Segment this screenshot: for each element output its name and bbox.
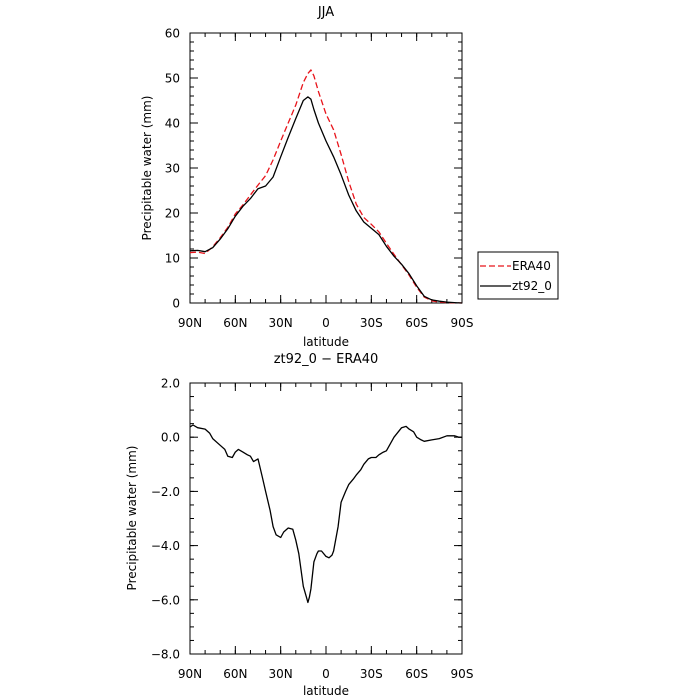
y-tick-label: −4.0: [151, 539, 180, 553]
y-tick-label: −8.0: [151, 648, 180, 662]
y-tick-label: −6.0: [151, 593, 180, 607]
legend-box: [477, 251, 559, 300]
legend-label-zt92: zt92_0: [512, 279, 552, 293]
x-tick-label: 30N: [269, 316, 293, 330]
legend: ERA40 zt92_0: [477, 251, 559, 300]
y-tick-label: 40: [165, 117, 180, 131]
x-tick-label: 30S: [360, 316, 383, 330]
bottom-x-axis-label: latitude: [303, 684, 349, 698]
top-chart-title: JJA: [317, 5, 334, 20]
legend-label-era40: ERA40: [512, 259, 551, 273]
top-axis-ticks: 90N 60N 30N 0 30S 60S 90S 0 10 20 30 40 50 60: [165, 27, 474, 331]
y-tick-label: 50: [165, 72, 180, 86]
x-tick-label: 60N: [223, 316, 247, 330]
bottom-plot-frame: [189, 382, 463, 655]
bottom-panel: zt92_0 − ERA40 90N 60N 30N 0 30S 60S 90S 2.0 0.0…: [125, 352, 473, 698]
x-tick-label: 30S: [360, 667, 383, 681]
y-tick-label: 2.0: [161, 377, 180, 391]
top-y-axis-label: Precipitable water (mm): [140, 96, 154, 241]
x-tick-label: 60N: [223, 667, 247, 681]
x-tick-label: 90N: [178, 316, 202, 330]
series-line-difference: [189, 424, 462, 604]
x-tick-label: 90S: [451, 667, 474, 681]
y-tick-label: 30: [165, 162, 180, 176]
x-tick-label: 60S: [405, 316, 428, 330]
x-tick-label: 0: [322, 316, 330, 330]
top-panel: JJA 90N 60N 30N 0 30S 60S 90S 0 10 20 30 40 50 60 lat…: [140, 5, 473, 349]
bottom-y-axis-label: Precipitable water (mm): [125, 446, 139, 591]
y-tick-label: 10: [165, 252, 180, 266]
y-tick-label: 0.0: [161, 431, 180, 445]
top-plot-frame: [189, 32, 463, 304]
bottom-axis-ticks: 90N 60N 30N 0 30S 60S 90S 2.0 0.0 −2.0 −4.0 −6.0 −8.…: [151, 377, 474, 682]
x-tick-label: 90S: [451, 316, 474, 330]
bottom-chart-title: zt92_0 − ERA40: [274, 352, 379, 367]
y-tick-label: 60: [165, 27, 180, 41]
x-tick-label: 60S: [405, 667, 428, 681]
y-tick-label: 0: [172, 297, 180, 311]
top-x-axis-label: latitude: [303, 335, 349, 349]
y-tick-label: 20: [165, 207, 180, 221]
series-line-era40: [189, 69, 463, 304]
y-tick-label: −2.0: [151, 485, 180, 499]
series-line-zt92-0: [189, 96, 463, 304]
top-series-group: [189, 69, 463, 304]
bottom-series-group: [189, 424, 462, 604]
x-tick-label: 90N: [178, 667, 202, 681]
x-tick-label: 30N: [269, 667, 293, 681]
x-tick-label: 0: [322, 667, 330, 681]
